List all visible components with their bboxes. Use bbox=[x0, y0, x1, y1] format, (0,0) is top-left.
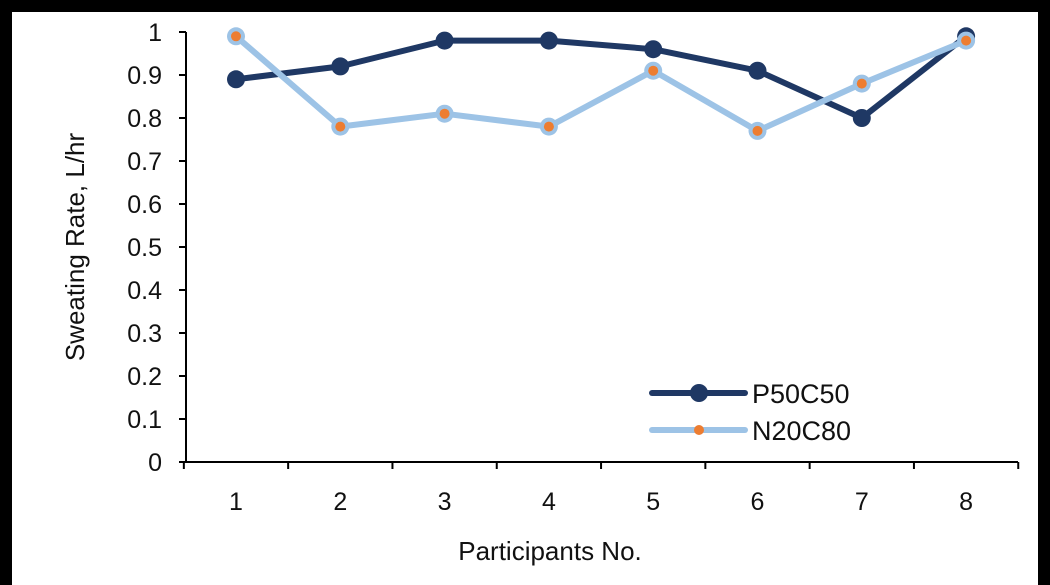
series-line-n20c80 bbox=[233, 33, 970, 134]
data-point-p50c50 bbox=[644, 40, 663, 59]
x-axis-title: Participants No. bbox=[458, 536, 642, 566]
data-point-p50c50 bbox=[852, 109, 871, 127]
data-point-n20c80-center bbox=[648, 65, 659, 76]
x-tick-label: 4 bbox=[542, 488, 556, 516]
y-ticks: 0 0.1 0.2 0.3 0.4 0.5 0.6 0.7 0.8 0.9 1 bbox=[127, 19, 186, 477]
legend-label: P50C50 bbox=[752, 379, 850, 409]
legend-item-n20c80: N20C80 bbox=[649, 416, 851, 446]
y-tick-label: 0.3 bbox=[127, 320, 162, 348]
series-layer bbox=[227, 27, 976, 140]
y-tick-label: 0.8 bbox=[127, 105, 162, 133]
y-axis-title: Sweating Rate, L/hr bbox=[60, 132, 90, 361]
x-tick-label: 5 bbox=[646, 488, 660, 516]
data-point-n20c80-center bbox=[961, 35, 972, 46]
data-point-n20c80-center bbox=[231, 31, 241, 42]
data-point-n20c80-center bbox=[543, 121, 554, 132]
y-tick-label: 1 bbox=[148, 19, 162, 47]
y-tick-label: 0.7 bbox=[127, 148, 162, 176]
data-point-p50c50 bbox=[748, 61, 767, 80]
y-tick-label: 0.2 bbox=[127, 363, 162, 391]
series-line-p50c50 bbox=[233, 33, 970, 121]
data-point-n20c80-center bbox=[335, 121, 346, 132]
data-point-n20c80-center bbox=[752, 125, 763, 136]
x-ticks: 1 2 3 4 5 6 7 8 bbox=[182, 462, 1020, 516]
legend-label: N20C80 bbox=[752, 416, 851, 446]
data-point-n20c80-center bbox=[439, 108, 450, 119]
y-tick-label: 0.1 bbox=[127, 406, 162, 434]
x-tick-label: 6 bbox=[751, 488, 765, 516]
legend-swatch-marker bbox=[694, 425, 704, 435]
y-tick-label: 0 bbox=[148, 449, 162, 477]
data-point-p50c50 bbox=[539, 31, 558, 50]
legend: P50C50 N20C80 bbox=[649, 379, 851, 446]
x-tick-label: 1 bbox=[229, 488, 243, 516]
y-tick-label: 0.4 bbox=[127, 277, 162, 305]
y-tick-label: 0.9 bbox=[127, 62, 162, 90]
x-tick-label: 7 bbox=[855, 488, 869, 516]
data-point-n20c80-center bbox=[856, 78, 867, 89]
data-point-p50c50 bbox=[227, 70, 245, 89]
y-tick-label: 0.5 bbox=[127, 234, 162, 262]
data-point-p50c50 bbox=[435, 31, 454, 50]
x-tick-label: 8 bbox=[959, 488, 973, 516]
legend-swatch-marker bbox=[690, 384, 708, 402]
y-tick-label: 0.6 bbox=[127, 191, 162, 219]
x-tick-label: 2 bbox=[333, 488, 347, 516]
data-point-p50c50 bbox=[331, 57, 350, 76]
legend-item-p50c50: P50C50 bbox=[649, 379, 850, 409]
x-tick-label: 3 bbox=[438, 488, 452, 516]
